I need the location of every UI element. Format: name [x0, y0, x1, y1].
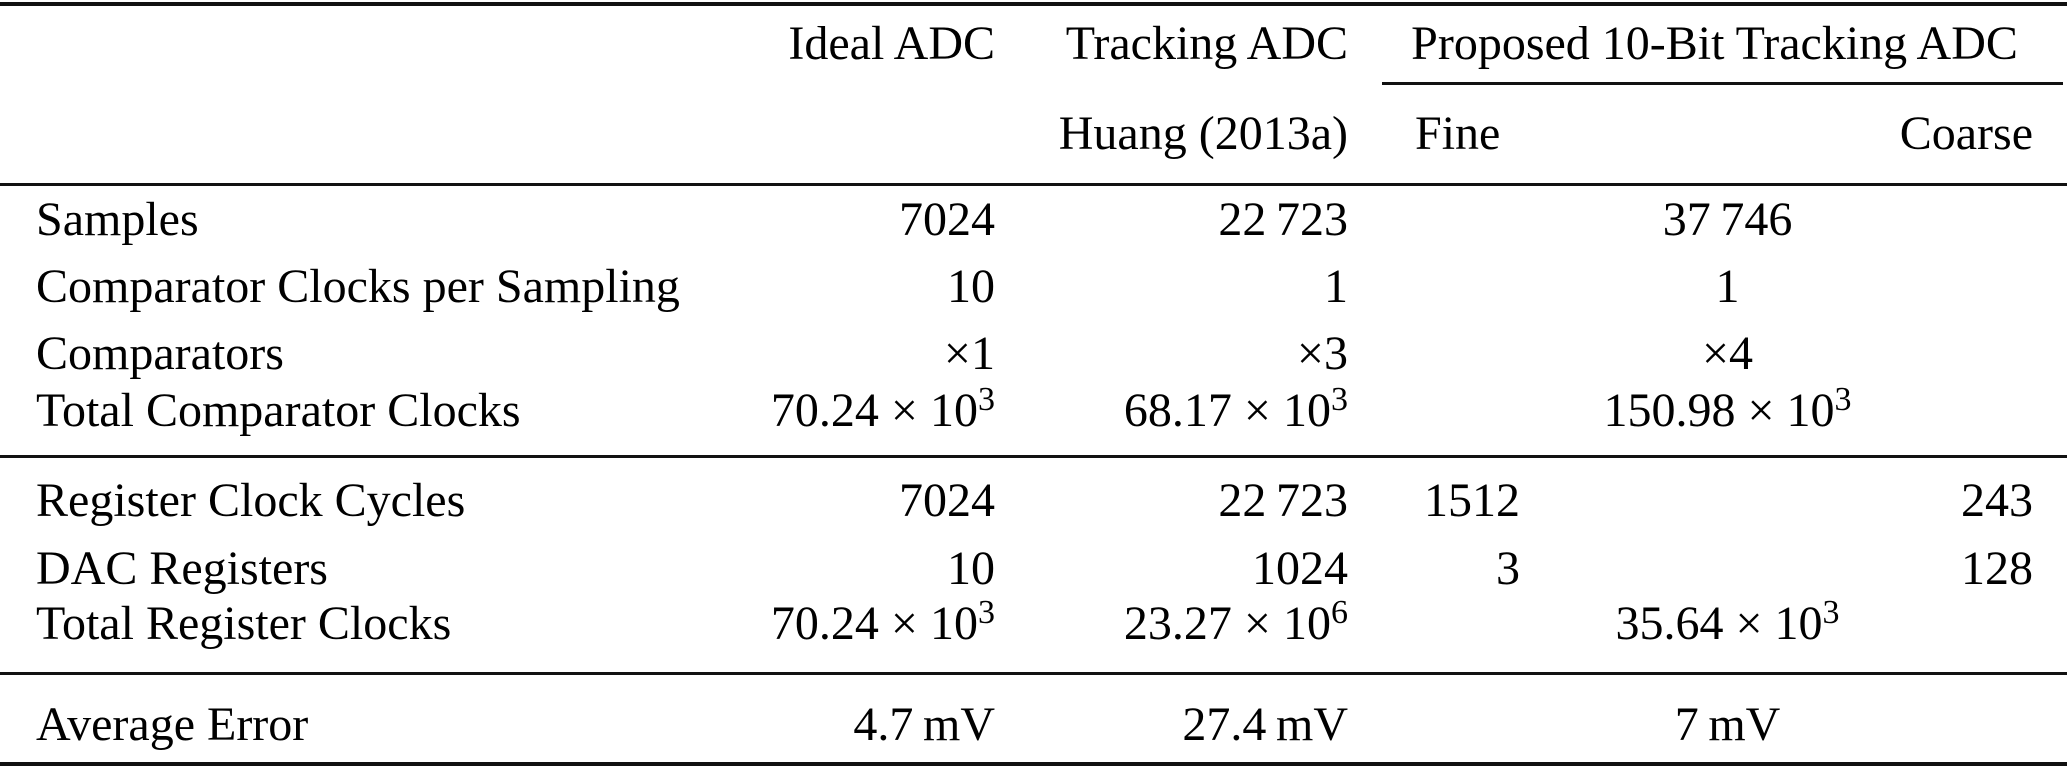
row-label: Register Clock Cycles — [36, 474, 466, 527]
exponent: 3 — [1331, 381, 1348, 418]
cell-value: 128 — [1961, 542, 2034, 595]
cell-value: 150.98 × 10 — [1603, 384, 1835, 437]
cell-proposed: 150.98 × 103 — [1348, 383, 2067, 463]
cell-value: 35.64 × 10 — [1615, 597, 1823, 650]
row-label: Comparators — [36, 326, 284, 380]
section-average-error: Average Error 4.7 mV 27.4 mV 7 mV — [0, 681, 2067, 768]
col-header-tracking-adc: Tracking ADC — [1065, 17, 1348, 70]
cell-value: 22 723 — [1218, 474, 1348, 527]
col-header-fine: Fine — [1415, 107, 1501, 160]
cell-proposed: 7 mV — [1348, 681, 2067, 768]
cell-value: ×3 — [1296, 326, 1348, 380]
row-label: Average Error — [36, 697, 309, 751]
row-label: DAC Registers — [36, 542, 328, 595]
cell-tracking: ×3 — [995, 320, 1348, 387]
row-average-error: Average Error 4.7 mV 27.4 mV 7 mV — [0, 681, 2067, 768]
empty-cell — [0, 82, 695, 186]
cell-ideal: 10 — [695, 539, 995, 599]
cell-fine: 3 — [1348, 539, 1530, 599]
cell-value: ×1 — [943, 326, 995, 380]
cell-value: 3 — [1496, 542, 1520, 595]
row-total-register-clocks: Total Register Clocks 70.24 × 103 23.27 … — [0, 596, 2067, 681]
cell-value: 7024 — [899, 192, 995, 246]
cell-proposed: ×4 — [1348, 320, 2067, 387]
section1-separator-rule — [0, 455, 2067, 458]
row-samples: Samples 7024 22 723 37 746 — [0, 186, 2067, 253]
cell-ideal: 7024 — [695, 186, 995, 253]
cell-value: 7024 — [899, 474, 995, 527]
cell-value: 1 — [1715, 259, 1740, 313]
cell-value: 243 — [1961, 474, 2034, 527]
cell-value: 68.17 × 10 — [1123, 384, 1331, 437]
cell-ideal: ×1 — [695, 320, 995, 387]
proposed-span-rule — [1382, 82, 2063, 85]
section-comparator-clocks: Samples 7024 22 723 37 746 Comparator Cl… — [0, 186, 2067, 463]
empty-cell — [695, 82, 995, 186]
cell-tracking: 22 723 — [995, 186, 1348, 253]
cell-value: 10 — [947, 542, 995, 595]
cell-value: 70.24 × 10 — [770, 597, 978, 650]
cell-value: 1024 — [1252, 542, 1348, 595]
row-label: Samples — [36, 192, 199, 246]
cell-ideal: 7024 — [695, 463, 995, 539]
table-bottom-rule — [0, 762, 2067, 766]
cell-value: 1 — [1324, 259, 1348, 313]
header-separator-rule — [0, 183, 2067, 186]
cell-proposed: 1 — [1348, 253, 2067, 320]
cell-fine: 1512 — [1348, 463, 1530, 539]
cell-value: 22 723 — [1218, 192, 1348, 246]
cell-proposed: 37 746 — [1348, 186, 2067, 253]
cell-tracking: 22 723 — [995, 463, 1348, 539]
header-row-2: Huang (2013a) Fine Coarse — [0, 82, 2067, 186]
row-label: Total Register Clocks — [36, 597, 452, 650]
cell-value: 27.4 mV — [1182, 697, 1348, 751]
cell-value: 1512 — [1424, 474, 1520, 527]
cell-coarse: 243 — [1530, 463, 2067, 539]
cell-value: 10 — [947, 259, 995, 313]
exponent: 3 — [978, 381, 995, 418]
cell-value: 37 746 — [1662, 192, 1793, 246]
exponent: 6 — [1331, 594, 1348, 631]
row-comparators: Comparators ×1 ×3 ×4 — [0, 320, 2067, 387]
cell-tracking: 1 — [995, 253, 1348, 320]
cell-ideal: 10 — [695, 253, 995, 320]
cell-coarse: 128 — [1530, 539, 2067, 599]
cell-proposed: 35.64 × 103 — [1348, 596, 2067, 681]
col-header-huang-citation: Huang (2013a) — [1058, 107, 1348, 160]
header-row-1: Ideal ADC Tracking ADC Proposed 10-Bit T… — [0, 6, 2067, 82]
cell-value: 23.27 × 10 — [1123, 597, 1331, 650]
col-header-proposed-adc: Proposed 10-Bit Tracking ADC — [1411, 17, 2018, 70]
corner-empty-cell — [0, 6, 695, 82]
section2-separator-rule — [0, 672, 2067, 675]
cell-value: 70.24 × 10 — [770, 384, 978, 437]
cell-ideal: 70.24 × 103 — [695, 596, 995, 681]
row-label: Comparator Clocks per Sampling — [36, 259, 680, 313]
cell-tracking: 68.17 × 103 — [995, 383, 1348, 463]
section-register-clocks: Register Clock Cycles 7024 22 723 1512 2… — [0, 463, 2067, 681]
cell-value: 7 mV — [1674, 697, 1781, 751]
col-header-coarse: Coarse — [1899, 107, 2034, 160]
exponent: 3 — [1822, 594, 1840, 631]
cell-ideal: 70.24 × 103 — [695, 383, 995, 463]
adc-comparison-table: Ideal ADC Tracking ADC Proposed 10-Bit T… — [0, 6, 2067, 768]
row-label: Total Comparator Clocks — [36, 384, 521, 437]
cell-tracking: 1024 — [995, 539, 1348, 599]
cell-tracking: 23.27 × 106 — [995, 596, 1348, 681]
cell-value: 4.7 mV — [853, 697, 995, 751]
row-total-comparator-clocks: Total Comparator Clocks 70.24 × 103 68.1… — [0, 383, 2067, 463]
row-dac-registers: DAC Registers 10 1024 3 128 — [0, 539, 2067, 599]
row-register-clock-cycles: Register Clock Cycles 7024 22 723 1512 2… — [0, 463, 2067, 539]
cell-ideal: 4.7 mV — [695, 681, 995, 768]
exponent: 3 — [978, 594, 995, 631]
col-header-ideal-adc: Ideal ADC — [788, 17, 995, 70]
exponent: 3 — [1834, 381, 1852, 418]
cell-value: ×4 — [1701, 326, 1754, 380]
row-comparator-clocks-per-sampling: Comparator Clocks per Sampling 10 1 1 — [0, 253, 2067, 320]
cell-tracking: 27.4 mV — [995, 681, 1348, 768]
table-top-rule — [0, 2, 2067, 6]
